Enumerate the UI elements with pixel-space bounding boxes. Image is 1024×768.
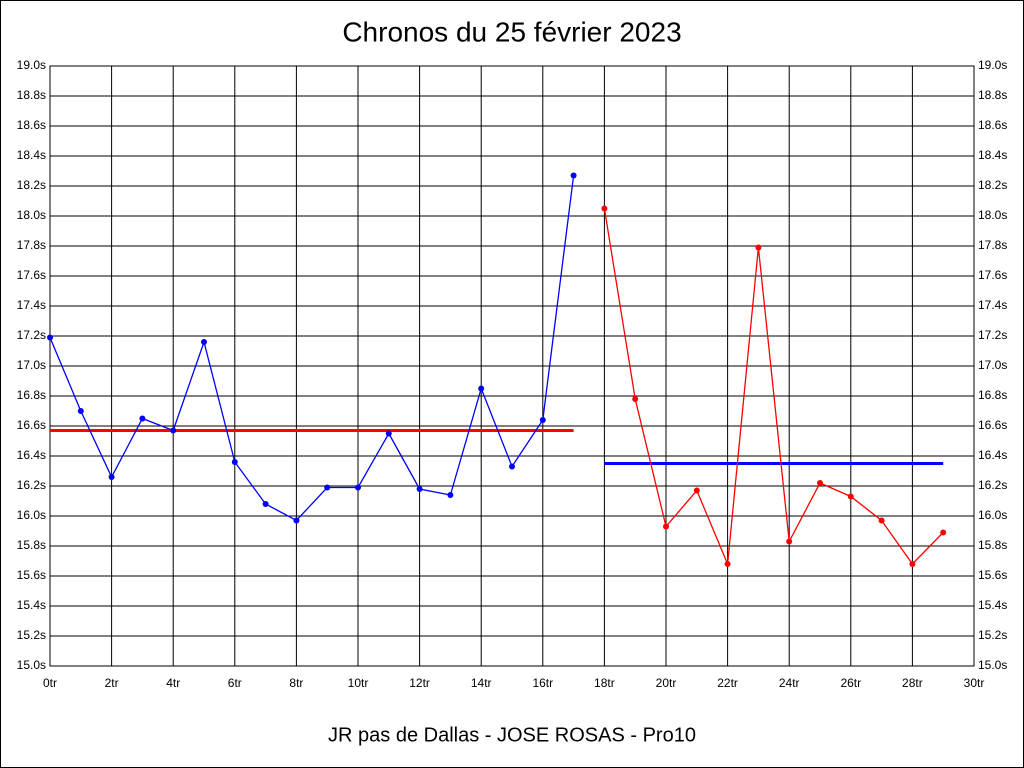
y-tick-label: 17.2s <box>17 328 46 342</box>
data-point <box>847 493 854 500</box>
y2-tick-label: 18.2s <box>978 178 1007 192</box>
data-point <box>632 396 639 402</box>
data-point <box>755 244 762 251</box>
y2-tick-label: 18.0s <box>978 208 1007 222</box>
data-point <box>570 172 577 179</box>
x-tick-label: 30tr <box>964 676 985 690</box>
data-point <box>416 486 423 492</box>
y-tick-label: 17.4s <box>17 298 46 312</box>
x-tick-label: 22tr <box>717 676 738 690</box>
y2-tick-label: 15.0s <box>978 658 1007 672</box>
data-point <box>201 339 207 345</box>
data-point <box>663 523 669 530</box>
data-point <box>231 459 238 465</box>
y-tick-label: 17.6s <box>17 268 46 282</box>
y2-tick-label: 17.8s <box>978 238 1007 252</box>
y-tick-label: 15.2s <box>17 628 46 642</box>
data-point <box>47 334 53 341</box>
data-point <box>786 538 793 545</box>
plot-border <box>49 65 975 667</box>
data-point <box>878 517 885 524</box>
series-line <box>603 208 944 566</box>
y-tick-label: 18.2s <box>17 178 46 192</box>
y2-tick-label: 15.6s <box>978 568 1007 582</box>
data-point <box>909 561 916 567</box>
data-point <box>539 417 546 423</box>
y-tick-label: 15.4s <box>17 598 46 612</box>
data-point <box>940 529 947 536</box>
x-axis-title: JR pas de Dallas - JOSE ROSAS - Pro10 <box>328 724 696 746</box>
x-tick-label: 16tr <box>532 676 553 690</box>
x-tick-label: 2tr <box>105 676 119 690</box>
y2-tick-label: 17.0s <box>978 358 1007 372</box>
y2-tick-label: 16.4s <box>978 448 1007 462</box>
y-tick-label: 16.6s <box>17 418 46 432</box>
x-tick-label: 0tr <box>43 676 57 690</box>
y2-tick-label: 18.4s <box>978 148 1007 162</box>
data-point <box>724 561 731 567</box>
data-point <box>447 492 454 498</box>
x-tick-label: 26tr <box>840 676 861 690</box>
series-line <box>49 175 575 522</box>
y-tick-label: 15.0s <box>17 658 46 672</box>
data-point <box>509 463 515 470</box>
y-tick-label: 19.0s <box>17 58 46 72</box>
data-point <box>601 205 608 212</box>
y2-tick-label: 15.2s <box>978 628 1007 642</box>
y-tick-label: 16.4s <box>17 448 46 462</box>
y2-tick-label: 15.4s <box>978 598 1007 612</box>
y-tick-label: 16.2s <box>17 478 46 492</box>
data-point <box>693 487 700 494</box>
data-point <box>478 385 485 392</box>
y2-tick-label: 18.8s <box>978 88 1007 102</box>
y2-tick-label: 16.6s <box>978 418 1007 432</box>
y-tick-label: 17.8s <box>17 238 46 252</box>
x-tick-label: 14tr <box>471 676 492 690</box>
y2-tick-label: 19.0s <box>978 58 1007 72</box>
data-point <box>293 517 300 524</box>
y-tick-label: 17.0s <box>17 358 46 372</box>
data-point <box>385 430 392 437</box>
data-point <box>324 484 331 491</box>
data-point <box>262 501 269 507</box>
x-tick-label: 8tr <box>289 676 303 690</box>
y2-tick-label: 18.6s <box>978 118 1007 132</box>
data-point <box>77 408 84 414</box>
data-point <box>139 415 146 422</box>
data-point <box>355 484 361 491</box>
y-tick-label: 16.0s <box>17 508 46 522</box>
y2-tick-label: 17.2s <box>978 328 1007 342</box>
chart-title: Chronos du 25 février 2023 <box>342 16 681 47</box>
y-tick-label: 15.8s <box>17 538 46 552</box>
data-point <box>170 427 177 434</box>
y-tick-label: 16.8s <box>17 388 46 402</box>
x-tick-label: 4tr <box>166 676 180 690</box>
x-tick-label: 12tr <box>409 676 430 690</box>
y-tick-label: 18.6s <box>17 118 46 132</box>
y2-tick-label: 15.8s <box>978 538 1007 552</box>
x-tick-label: 28tr <box>902 676 923 690</box>
x-tick-label: 10tr <box>348 676 369 690</box>
y2-tick-label: 17.6s <box>978 268 1007 282</box>
y-tick-label: 18.0s <box>17 208 46 222</box>
y2-tick-label: 16.8s <box>978 388 1007 402</box>
x-tick-label: 20tr <box>656 676 677 690</box>
data-point <box>108 474 115 480</box>
data-point <box>817 480 823 486</box>
y-tick-label: 18.4s <box>17 148 46 162</box>
y2-tick-label: 16.2s <box>978 478 1007 492</box>
x-tick-label: 18tr <box>594 676 615 690</box>
y-tick-label: 18.8s <box>17 88 46 102</box>
y2-tick-label: 16.0s <box>978 508 1007 522</box>
y2-tick-label: 17.4s <box>978 298 1007 312</box>
y-tick-label: 15.6s <box>17 568 46 582</box>
x-tick-label: 6tr <box>228 676 242 690</box>
x-tick-label: 24tr <box>779 676 800 690</box>
